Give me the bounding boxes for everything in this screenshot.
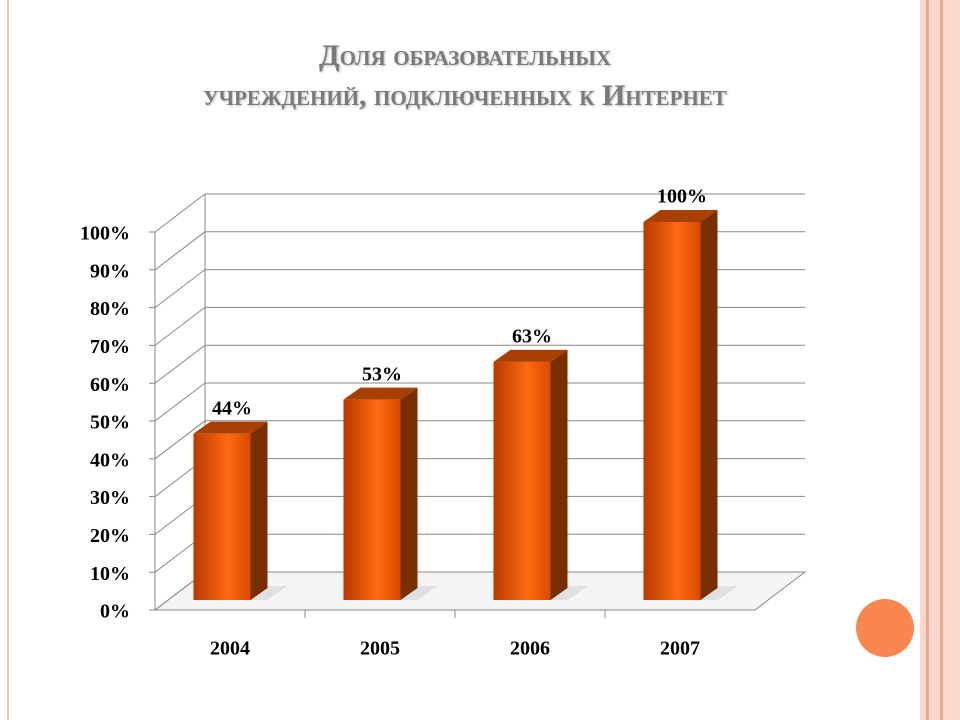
title-line: учреждений, подключенных к Интернет [203,79,727,112]
bar-side-shade [400,387,418,600]
y-tick-label: 100% [80,223,130,245]
y-tick-label: 20% [90,525,130,547]
left-border [7,0,9,720]
value-label: 53% [362,363,402,385]
right-stripe [926,0,929,720]
bar-side-shade [700,210,718,600]
grid-line [154,382,805,422]
x-tick-label: 2007 [660,638,700,660]
value-label: 44% [212,397,252,419]
y-tick-label: 0% [100,601,130,623]
bar-top [493,349,568,362]
y-tick-label: 10% [90,563,130,585]
value-label: 63% [512,325,552,347]
bar-side-shade [250,421,268,600]
x-tick-label: 2005 [360,638,400,660]
y-tick-label: 70% [90,336,130,358]
grid-line [154,306,805,346]
x-tick-label: 2004 [210,638,250,660]
bar-side-shade [550,349,568,600]
bar [493,361,551,600]
title: Доля образовательных учреждений, подключ… [0,36,930,116]
decor-circle [856,599,914,657]
bar-top [343,387,418,400]
grid-line [154,269,805,308]
grid-line [154,231,805,271]
y-tick-label: 60% [90,374,130,396]
right-stripe [940,0,943,720]
bar-top-shade [193,421,268,434]
y-tick-label: 40% [90,449,130,471]
y-tick-label: 80% [90,298,130,320]
bar-top [193,421,268,434]
grid-line [154,344,805,384]
bar [343,399,401,600]
grid-line [154,420,805,460]
title-line: Доля образовательных [318,39,612,72]
value-label: 100% [657,186,707,208]
y-tick-label: 90% [90,260,130,282]
bar-top-shade [493,349,568,362]
bar [193,433,251,600]
bar-top-shade [643,210,718,222]
bar [643,222,701,600]
y-tick-label: 50% [90,412,130,434]
grid-line [154,193,805,233]
bar-top-shade [343,387,418,400]
y-tick-label: 30% [90,487,130,509]
bar-top [643,210,718,222]
x-tick-label: 2006 [510,638,550,660]
